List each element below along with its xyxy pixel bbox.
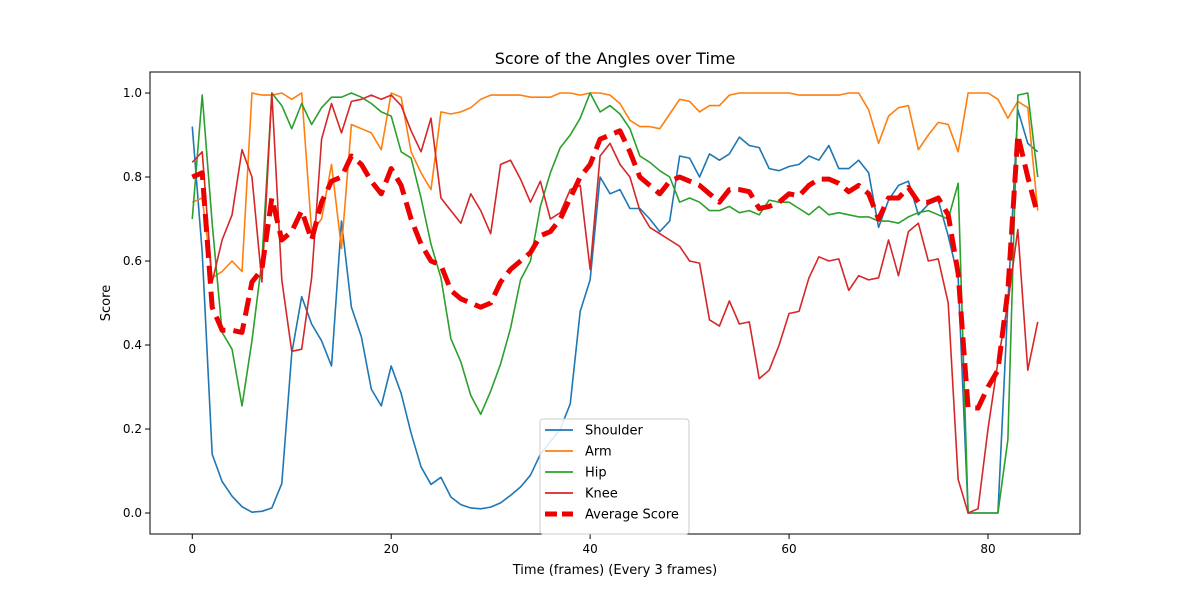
y-axis-label: Score: [99, 285, 114, 321]
chart-title: Score of the Angles over Time: [495, 49, 736, 68]
series-line-hip: [191, 92, 1039, 514]
legend: Shoulder Arm Hip Knee Average Score: [539, 418, 690, 535]
legend-label: Shoulder: [585, 424, 644, 439]
legend-label: Average Score: [585, 508, 679, 523]
x-tick-label: 80: [980, 542, 995, 556]
legend-box: [539, 418, 690, 535]
series-line-shoulder: [191, 109, 1039, 514]
y-tick-label: 1.0: [123, 86, 142, 100]
x-axis: 0 20 40 60 80: [188, 534, 996, 556]
legend-label: Arm: [585, 445, 612, 460]
y-tick-label: 0.6: [123, 254, 142, 268]
x-tick-label: 20: [384, 542, 399, 556]
legend-label: Hip: [585, 466, 607, 481]
x-axis-label: Time (frames) (Every 3 frames): [512, 563, 718, 578]
y-axis: 0.0 0.2 0.4 0.6 0.8 1.0: [123, 86, 150, 520]
x-tick-label: 40: [582, 542, 597, 556]
y-tick-label: 0.4: [123, 338, 142, 352]
series-line-knee: [191, 92, 1039, 514]
y-tick-label: 0.0: [123, 506, 142, 520]
y-tick-label: 0.2: [123, 422, 142, 436]
legend-label: Knee: [585, 487, 618, 502]
series-line-average-score: [191, 128, 1041, 411]
plot-area: [191, 92, 1041, 514]
y-tick-label: 0.8: [123, 170, 142, 184]
x-tick-label: 0: [188, 542, 196, 556]
x-tick-label: 60: [781, 542, 796, 556]
